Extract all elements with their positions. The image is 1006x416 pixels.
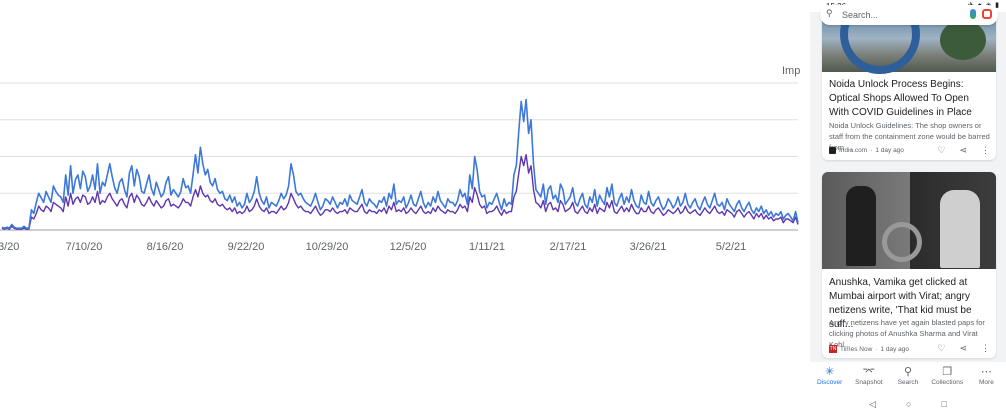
chart-series-layer — [1, 98, 799, 230]
news-thumbnail — [822, 16, 996, 74]
series-line-1 — [1, 98, 799, 229]
meta-separator: · — [875, 345, 878, 353]
nav-collections[interactable]: ❐ Collections — [928, 362, 967, 392]
bottom-navigation: ✳ Discover ⌤ Snapshot ⚲ Search ❐ Collections… — [810, 362, 1006, 392]
recents-icon[interactable]: □ — [941, 399, 947, 409]
mic-icon[interactable] — [970, 9, 976, 19]
news-card[interactable]: Anushka, Vamika get clicked at Mumbai ai… — [822, 172, 996, 358]
source-logo-icon: TN — [829, 345, 837, 353]
news-age: 1 day ago — [875, 147, 904, 154]
x-tick-label: 9/22/20 — [228, 241, 265, 253]
series-line-2 — [1, 153, 799, 230]
x-tick-label: 7/10/20 — [66, 241, 103, 253]
search-placeholder: Search... — [842, 10, 879, 20]
news-title[interactable]: Anushka, Vamika get clicked at Mumbai ai… — [829, 277, 972, 330]
more-icon: ⋯ — [980, 366, 992, 378]
chart-x-ticks: 3/20 7/10/20 8/16/20 9/22/20 10/29/20 12/5/20… — [0, 241, 746, 253]
thumbnail-tree — [940, 20, 986, 60]
x-tick-label: 1/11/21 — [469, 241, 505, 253]
back-icon[interactable]: ◁ — [869, 398, 877, 409]
news-card[interactable]: Noida Unlock Process Begins: Optical Sho… — [822, 16, 996, 160]
series-label: Imp — [782, 65, 800, 77]
heart-icon[interactable]: ♡ — [937, 145, 946, 155]
collections-icon: ❐ — [942, 366, 953, 378]
news-source: Times Now — [840, 345, 873, 353]
share-icon[interactable]: ⋖ — [959, 343, 967, 353]
news-source: India.com — [839, 147, 868, 154]
thumbnail-wheel — [882, 222, 922, 262]
x-tick-label: 2/17/21 — [550, 241, 587, 253]
nav-search[interactable]: ⚲ Search — [888, 362, 927, 392]
search-icon: ⚲ — [826, 8, 833, 18]
card-actions: ♡ ⋖ ⋮ — [937, 145, 990, 156]
more-vert-icon[interactable]: ⋮ — [981, 145, 990, 155]
thumbnail-person — [846, 186, 876, 266]
nav-more[interactable]: ⋯ More — [967, 362, 1006, 392]
x-tick-label: 3/26/21 — [630, 241, 667, 253]
source-logo-icon — [829, 147, 836, 154]
x-tick-label: 3/20 — [0, 241, 19, 253]
chart-gridlines — [0, 82, 798, 231]
news-age: 1 day ago — [880, 345, 909, 353]
system-navigation: ◁ ○ □ — [810, 392, 1006, 416]
share-icon[interactable]: ⋖ — [959, 145, 967, 155]
nav-label: Snapshot — [855, 379, 883, 386]
phone-screen: 15:36 ✈ ● ◈ ▮ ⚲ Search... Noida Unlock P… — [810, 0, 1006, 416]
nav-label: Discover — [816, 379, 843, 386]
thumbnail-person — [940, 190, 980, 268]
card-actions: ♡ ⋖ ⋮ — [937, 343, 990, 354]
nav-label: More — [979, 379, 994, 386]
nav-label: Collections — [931, 379, 964, 386]
news-thumbnail — [822, 172, 996, 269]
heart-icon[interactable]: ♡ — [937, 343, 946, 353]
news-snippet: Noida Unlock Guidelines: The shop owners… — [829, 121, 990, 152]
news-title[interactable]: Noida Unlock Process Begins: Optical Sho… — [829, 79, 972, 118]
asterisk-icon: ✳ — [824, 366, 835, 378]
x-tick-label: 8/16/20 — [147, 241, 184, 253]
thumbnail-arch — [840, 16, 920, 74]
nav-snapshot[interactable]: ⌤ Snapshot — [849, 362, 888, 392]
lens-icon[interactable] — [982, 9, 992, 19]
x-tick-label: 12/5/20 — [390, 241, 427, 253]
news-meta: TN Times Now · 1 day ago — [829, 345, 909, 353]
more-vert-icon[interactable]: ⋮ — [981, 343, 990, 353]
nav-discover[interactable]: ✳ Discover — [810, 362, 849, 392]
x-tick-label: 5/2/21 — [716, 241, 747, 253]
x-tick-label: 10/29/20 — [306, 241, 349, 253]
search-icon: ⚲ — [903, 366, 913, 378]
news-meta: India.com · 1 day ago — [829, 147, 904, 154]
nav-label: Search — [897, 379, 919, 386]
search-bar[interactable]: ⚲ Search... — [820, 5, 998, 25]
impressions-line-chart: 3/20 7/10/20 8/16/20 9/22/20 10/29/20 12/5/20… — [0, 65, 800, 253]
meta-separator: · — [870, 147, 873, 154]
snapshot-icon: ⌤ — [862, 366, 876, 378]
news-snippet: Angry netizens have yet again blasted pa… — [829, 318, 985, 349]
home-icon[interactable]: ○ — [906, 399, 912, 409]
